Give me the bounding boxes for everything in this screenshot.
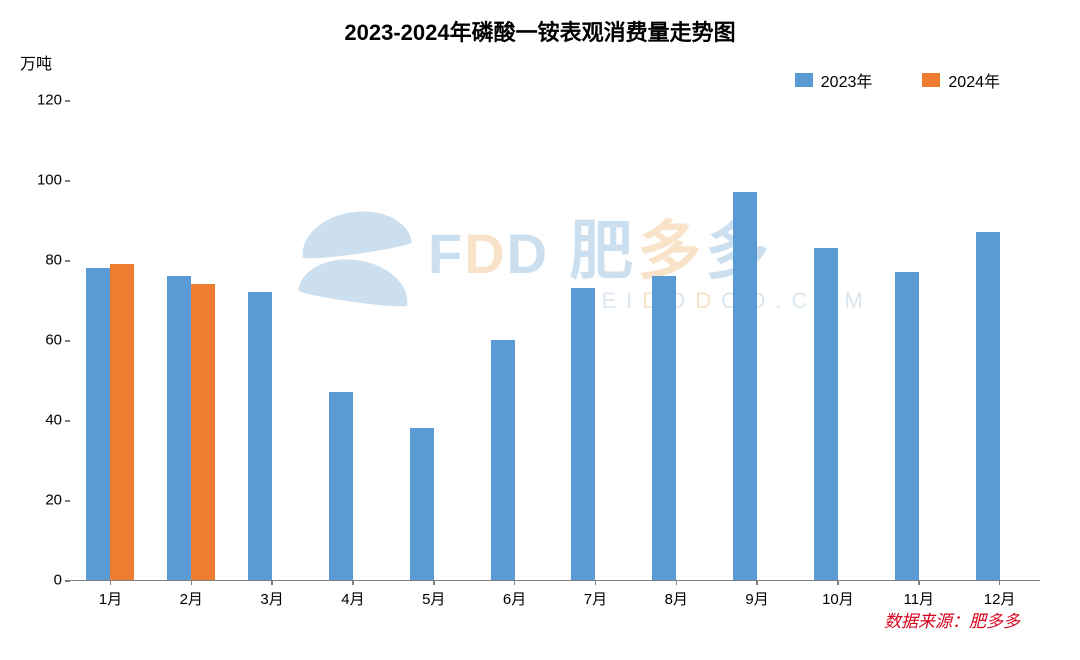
bar (733, 192, 757, 580)
x-tick-label: 4月 (341, 588, 364, 609)
x-tick-label: 2月 (180, 588, 203, 609)
y-tick-label: 100 (37, 172, 62, 189)
y-tick-label: 60 (45, 332, 62, 349)
x-tick-mark (676, 580, 678, 585)
bar (814, 248, 838, 580)
bar (191, 284, 215, 580)
x-tick-label: 10月 (822, 588, 854, 609)
x-tick-mark (191, 580, 193, 585)
y-tick-mark (65, 100, 70, 102)
plot-area: 0204060801001201月2月3月4月5月6月7月8月9月10月11月1… (70, 100, 1040, 581)
legend-item: 2024年 (922, 68, 1000, 92)
bar (571, 288, 595, 580)
x-tick-mark (514, 580, 516, 585)
x-tick-mark (352, 580, 354, 585)
y-tick-mark (65, 500, 70, 502)
x-tick-mark (837, 580, 839, 585)
y-tick-mark (65, 180, 70, 182)
x-tick-label: 8月 (665, 588, 688, 609)
x-tick-mark (110, 580, 112, 585)
y-tick-mark (65, 580, 70, 582)
y-tick-label: 80 (45, 252, 62, 269)
bar (410, 428, 434, 580)
bar (976, 232, 1000, 580)
x-tick-label: 9月 (745, 588, 768, 609)
y-tick-mark (65, 260, 70, 262)
x-tick-label: 11月 (903, 588, 934, 609)
y-tick-label: 20 (45, 492, 62, 509)
x-tick-mark (918, 580, 920, 585)
legend-label: 2023年 (821, 68, 873, 92)
legend-swatch (795, 73, 813, 87)
legend: 2023年 2024年 (795, 68, 1000, 92)
x-tick-mark (433, 580, 435, 585)
data-source-label: 数据来源：肥多多 (884, 607, 1020, 632)
y-tick-mark (65, 420, 70, 422)
x-tick-label: 5月 (422, 588, 445, 609)
x-tick-label: 3月 (260, 588, 283, 609)
y-axis-label: 万吨 (20, 50, 52, 74)
bar (110, 264, 134, 580)
x-tick-label: 1月 (99, 588, 122, 609)
chart-title: 2023-2024年磷酸一铵表观消费量走势图 (0, 15, 1080, 47)
x-tick-label: 6月 (503, 588, 526, 609)
x-tick-label: 12月 (984, 588, 1016, 609)
x-tick-mark (999, 580, 1001, 585)
x-tick-mark (271, 580, 273, 585)
legend-item: 2023年 (795, 68, 873, 92)
bar (895, 272, 919, 580)
legend-label: 2024年 (948, 68, 1000, 92)
y-tick-label: 120 (37, 92, 62, 109)
legend-swatch (922, 73, 940, 87)
bar (329, 392, 353, 580)
bar (652, 276, 676, 580)
y-tick-mark (65, 340, 70, 342)
x-tick-mark (595, 580, 597, 585)
x-tick-mark (756, 580, 758, 585)
bar (167, 276, 191, 580)
y-tick-label: 40 (45, 412, 62, 429)
bar (248, 292, 272, 580)
y-tick-label: 0 (54, 572, 62, 589)
chart-container: 2023-2024年磷酸一铵表观消费量走势图 万吨 2023年2024年 FDD… (0, 0, 1080, 660)
bar (86, 268, 110, 580)
bar (491, 340, 515, 580)
x-tick-label: 7月 (584, 588, 607, 609)
